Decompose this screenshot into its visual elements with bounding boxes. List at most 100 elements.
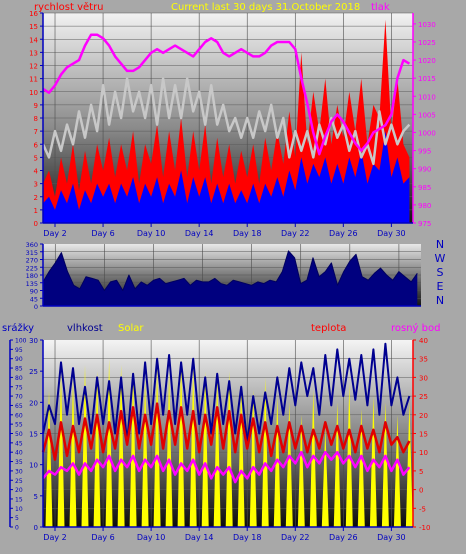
rain-label: srážky [2,322,34,334]
pressure-y-tick-label: 980 [418,202,431,210]
rain-y-tick-label: 35 [15,459,23,466]
wind-direction-line [42,250,418,291]
x-tick-label: Day 22 [281,229,310,238]
solar-peak [153,364,161,527]
pressure-y-tick-label: 1000 [418,129,436,137]
solar-peak [57,371,65,527]
wind-y-tick-label: 5 [34,154,38,162]
climate-series [41,342,413,527]
solar-peak [93,371,101,527]
temperature-label: teplota [311,323,346,334]
solar-peak [45,389,53,527]
temperature-y-tick-label: 40 [419,337,428,345]
wind-speed-label: rychlost větru [34,1,104,13]
compass-direction-label: S [437,266,444,279]
x-tick-label: Day 6 [91,533,114,542]
temperature-y-tick-label: 20 [419,412,428,420]
solar-peak [177,358,185,527]
wind-y-tick-label: 15 [29,23,38,31]
wind-y-tick-label: 6 [34,141,39,149]
temperature-y-tick-label: 25 [419,393,428,401]
solar-peak [165,371,173,527]
compass-direction-label: N [436,294,444,307]
x-tick-label: Day 26 [329,229,358,238]
climate-axes: -10 -5 0 5 10 15 20 25 30 35 40 0 5 10 15 20 25 30 35 40 45 5… [9,337,430,542]
pressure-y-tick-label: 975 [418,220,431,228]
humidity-y-tick-label: 20 [29,399,38,407]
wind-direction-series [42,250,418,306]
solar-peak [189,364,197,527]
solar-peak [297,414,305,527]
wind-direction-area [43,250,418,306]
pressure-y-tick-label: 985 [418,184,431,192]
humidity-y-tick-label: 10 [29,462,38,470]
pressure-y-tick-label: 1025 [418,39,436,47]
pressure-y-tick-label: 995 [418,148,431,156]
solar-peak [405,402,413,527]
solar-peak [333,402,341,527]
solar-peak [213,377,221,527]
rain-y-tick-label: 30 [15,468,23,475]
solar-label: Solar [118,323,144,334]
x-tick-label: Day 18 [233,533,262,542]
rain-y-tick-label: 20 [15,487,23,494]
wind-y-tick-label: 0 [34,220,38,228]
x-tick-label: Day 10 [137,533,166,542]
solar-peak [237,383,245,527]
pressure-y-tick-label: 1005 [418,111,436,119]
solar-peak [141,377,149,527]
temperature-y-tick-label: 5 [419,468,423,476]
direction-y-tick-label: 315 [26,249,38,257]
direction-y-tick-label: 90 [30,288,38,296]
wind-y-tick-label: 13 [29,49,38,57]
rain-y-tick-label: 50 [15,431,23,438]
wind-y-tick-label: 4 [34,168,39,176]
solar-peak [69,377,77,527]
rain-y-tick-label: 15 [15,496,23,503]
solar-peak [201,371,209,527]
x-tick-label: Day 26 [329,533,358,542]
rain-y-tick-label: 100 [15,338,27,345]
wind-y-tick-label: 12 [29,63,38,71]
wind-y-tick-label: 2 [34,194,38,202]
pressure-y-tick-label: 1015 [418,75,436,83]
rain-y-tick-label: 55 [15,422,23,429]
x-tick-label: Day 30 [377,533,406,542]
direction-y-tick-label: 360 [26,241,38,249]
temperature-y-tick-label: 35 [419,356,428,364]
direction-y-tick-label: 45 [30,295,38,303]
rain-y-tick-label: 70 [15,394,23,401]
solar-peak [225,371,233,527]
x-tick-label: Day 2 [43,533,66,542]
x-tick-label: Day 14 [185,533,214,542]
compass-direction-label: E [437,280,444,293]
solar-peak [261,377,269,527]
humidity-label: vlhkost [67,323,103,334]
rain-y-tick-label: 25 [15,478,23,485]
rain-y-tick-label: 90 [15,356,23,363]
rain-y-tick-label: 65 [15,403,23,410]
x-tick-label: Day 2 [43,229,66,238]
temperature-line [41,77,411,166]
temperature-y-tick-label: 10 [419,449,428,457]
rain-y-tick-label: 5 [15,515,19,522]
solar-peak [249,389,257,527]
pressure-y-tick-label: 1010 [418,93,436,101]
rain-y-tick-label: 45 [15,440,23,447]
wind-y-tick-label: 16 [29,10,38,18]
wind-y-tick-label: 8 [34,115,38,123]
chart-title: Current last 30 days 31.October 2018 [171,2,360,13]
pressure-label: tlak [371,2,390,13]
wind-area [43,131,410,223]
humidity-y-tick-label: 25 [29,368,38,376]
pressure-y-tick-label: 990 [418,166,431,174]
direction-y-tick-label: 225 [26,264,38,272]
solar-peak [117,364,125,527]
x-tick-label: Day 10 [137,229,166,238]
solar-peak [81,364,89,527]
wind-y-tick-label: 7 [34,128,38,136]
pressure-y-tick-label: 1020 [418,57,436,65]
